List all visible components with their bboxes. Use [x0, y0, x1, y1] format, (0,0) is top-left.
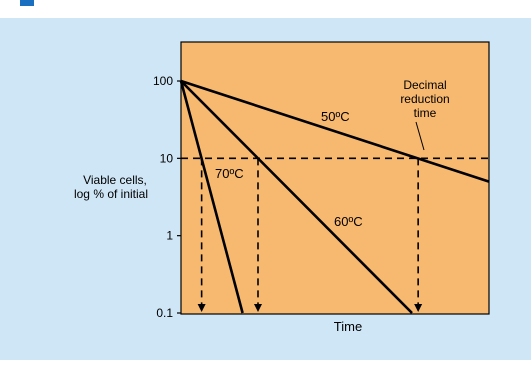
x-axis: Time	[334, 319, 362, 334]
y-axis-label-line-2: log % of initial	[74, 187, 148, 201]
annotation-pointer	[415, 121, 425, 151]
drop-lines	[197, 158, 423, 312]
series-line-1	[180, 80, 413, 314]
y-tick-label-2: 1	[166, 229, 173, 243]
series-labels: 70ºC 60ºC 50ºC	[215, 109, 363, 229]
y-tick-label-1: 10	[160, 151, 174, 165]
annotation-decimal-reduction-time: Decimal reduction time	[400, 78, 450, 151]
annotation-line-3: time	[414, 106, 437, 120]
y-tick-label-3: 0.1	[156, 306, 173, 320]
drop-arrow-0	[197, 304, 206, 312]
series-line-2	[180, 79, 490, 183]
series-label-50: 50ºC	[321, 109, 350, 124]
y-axis-label-line-1: Viable cells,	[83, 173, 147, 187]
drop-arrow-1	[254, 304, 262, 312]
y-axis: 100 10 1 0.1	[153, 74, 181, 320]
series-label-60: 60ºC	[334, 214, 363, 229]
y-axis-label: Viable cells, log % of initial	[74, 173, 148, 201]
header-stripe	[20, 0, 34, 6]
y-tick-label-0: 100	[153, 74, 173, 88]
annotation-line-2: reduction	[400, 92, 449, 106]
series-line-0	[179, 80, 244, 314]
drop-arrow-2	[414, 304, 423, 312]
annotation-line-1: Decimal	[403, 78, 446, 92]
series-label-70: 70ºC	[215, 166, 244, 181]
series-group	[179, 79, 490, 314]
plot-area	[180, 41, 490, 315]
x-axis-label: Time	[334, 319, 362, 334]
